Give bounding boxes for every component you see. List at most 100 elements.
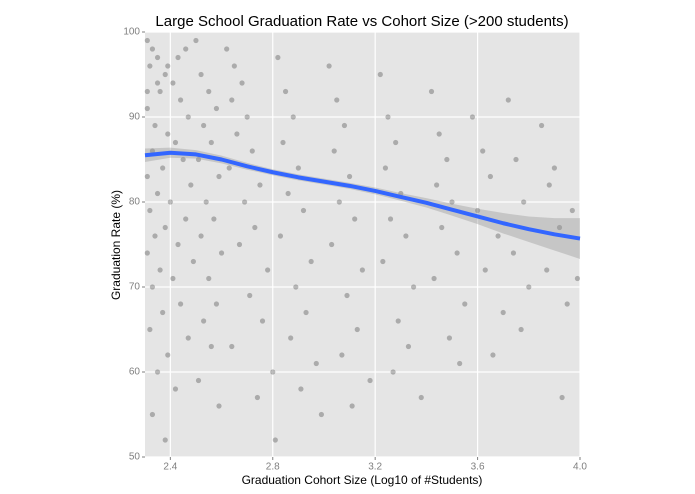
point: [303, 309, 309, 316]
point: [454, 250, 460, 256]
point: [405, 343, 412, 350]
point: [334, 97, 340, 103]
point: [377, 71, 383, 78]
point: [418, 394, 424, 401]
point: [190, 258, 196, 265]
point: [556, 224, 563, 231]
point: [162, 437, 168, 443]
point: [295, 165, 301, 171]
point: [206, 275, 212, 282]
point: [444, 156, 450, 163]
point: [344, 292, 350, 299]
point: [213, 301, 220, 307]
point: [236, 241, 243, 248]
point: [193, 37, 199, 44]
point: [154, 54, 161, 61]
point: [234, 131, 240, 137]
y-tick-label: 60: [129, 367, 141, 378]
x-tick-label: 3.2: [368, 462, 382, 473]
point: [346, 173, 353, 180]
point: [188, 182, 194, 188]
point: [538, 122, 545, 129]
point: [183, 46, 189, 52]
point: [390, 369, 396, 375]
point: [195, 377, 202, 384]
point: [149, 411, 156, 418]
y-tick-label: 70: [129, 282, 141, 293]
point: [395, 318, 401, 324]
y-tick-label: 80: [129, 197, 141, 208]
point: [300, 207, 307, 214]
point: [480, 148, 486, 154]
point: [282, 88, 289, 95]
point: [152, 122, 158, 129]
point: [239, 80, 245, 86]
point: [175, 54, 181, 61]
point: [293, 284, 299, 290]
point: [574, 275, 581, 282]
point: [160, 165, 166, 171]
point: [247, 292, 253, 299]
point: [277, 233, 284, 239]
point: [244, 114, 250, 120]
point: [149, 148, 156, 154]
point: [170, 275, 176, 282]
point: [387, 216, 394, 222]
point: [474, 207, 481, 214]
point: [349, 403, 355, 409]
point: [280, 139, 286, 146]
point: [462, 301, 468, 307]
point: [198, 233, 204, 239]
point: [218, 250, 225, 256]
point: [329, 241, 335, 248]
point: [257, 182, 263, 188]
point: [226, 165, 232, 171]
point: [290, 114, 296, 120]
point: [526, 284, 532, 290]
x-tick-label: 2.8: [266, 462, 280, 473]
point: [513, 156, 519, 163]
point: [546, 182, 552, 188]
point: [403, 233, 409, 239]
point: [231, 63, 237, 69]
y-tick-label: 50: [129, 452, 141, 463]
point: [180, 156, 186, 163]
point: [469, 114, 476, 120]
point: [165, 63, 171, 69]
point: [175, 241, 181, 248]
point: [170, 80, 176, 86]
point: [505, 97, 511, 103]
point: [229, 97, 235, 103]
point: [201, 318, 207, 324]
point: [551, 165, 557, 171]
point: [559, 394, 565, 401]
point: [216, 173, 222, 180]
point: [162, 224, 168, 231]
point: [177, 97, 184, 103]
point: [144, 88, 150, 95]
point: [482, 267, 488, 273]
point: [203, 199, 209, 205]
point: [326, 63, 332, 69]
point: [249, 148, 255, 154]
point: [224, 46, 230, 52]
point: [367, 377, 373, 384]
x-tick-label: 4.0: [573, 462, 587, 473]
plot-panel: [145, 32, 580, 457]
point: [285, 190, 291, 197]
point: [149, 284, 156, 290]
point: [185, 335, 191, 341]
point: [198, 71, 204, 78]
point: [431, 275, 437, 282]
point: [154, 190, 161, 197]
point: [144, 250, 150, 256]
grid: [145, 31, 581, 458]
point: [449, 199, 455, 205]
point: [213, 105, 220, 112]
point: [439, 224, 445, 231]
point: [313, 360, 319, 367]
point: [457, 360, 463, 367]
point: [195, 156, 202, 163]
point: [518, 326, 524, 333]
point: [165, 131, 171, 137]
